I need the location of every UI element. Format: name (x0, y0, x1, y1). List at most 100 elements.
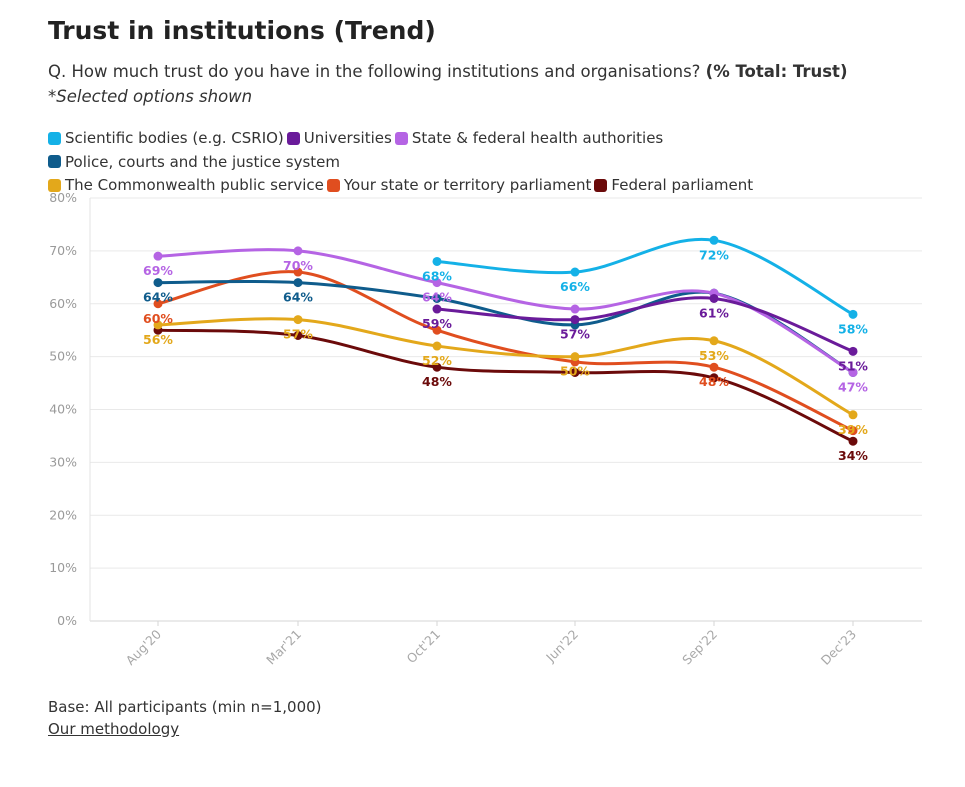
data-point (432, 293, 442, 303)
data-label: 60% (143, 311, 173, 326)
data-point (153, 251, 163, 261)
data-label: 34% (838, 448, 868, 463)
data-label: 69% (143, 263, 173, 278)
data-point (293, 278, 303, 288)
series-line (435, 296, 855, 353)
legend-item[interactable]: Universities (286, 127, 392, 149)
data-label: 64% (283, 290, 313, 305)
legend-item[interactable]: Police, courts and the justice system (48, 151, 340, 173)
data-label: 51% (838, 358, 868, 373)
legend-swatch (48, 131, 61, 145)
data-label: 50% (560, 364, 590, 379)
y-tick-label: 0% (57, 613, 77, 628)
data-point (293, 267, 303, 277)
data-point (848, 367, 858, 377)
question-main: Q. How much trust do you have in the fol… (48, 62, 706, 81)
legend-item[interactable]: Your state or territory parliament (326, 174, 592, 196)
data-label: 57% (560, 327, 590, 342)
legend-swatch (394, 131, 408, 145)
legend-label: Universities (303, 129, 392, 147)
legend-swatch (594, 178, 608, 192)
series-line (156, 317, 855, 417)
series-line (156, 328, 855, 443)
data-point (709, 293, 719, 303)
legend-label: State & federal health authorities (411, 129, 664, 147)
legend-label: The Commonwealth public service (65, 176, 324, 194)
data-label: 52% (422, 353, 452, 368)
data-label: 53% (699, 348, 729, 363)
data-point (153, 320, 163, 330)
y-tick-label: 10% (49, 560, 77, 575)
data-point (709, 336, 719, 346)
legend-swatch (48, 178, 61, 192)
series-line (156, 279, 855, 374)
base-note: Base: All participants (min n=1,000) (48, 698, 322, 716)
legend-item[interactable]: Scientific bodies (e.g. CSRIO) (48, 127, 284, 149)
data-point (709, 362, 719, 372)
data-point (432, 362, 442, 372)
question-text: Q. How much trust do you have in the fol… (48, 62, 848, 81)
data-label: 66% (560, 279, 590, 294)
legend-item[interactable]: State & federal health authorities (394, 127, 664, 149)
y-tick-label: 20% (49, 507, 77, 522)
data-point (153, 278, 163, 288)
data-label: 61% (699, 305, 729, 320)
x-tick-label: Oct'21 (404, 627, 444, 667)
data-point (432, 304, 442, 314)
data-point (848, 436, 858, 446)
data-label: 57% (283, 327, 313, 342)
y-tick-label: 70% (49, 243, 77, 258)
data-label: 72% (699, 247, 729, 262)
data-point (432, 278, 442, 288)
data-point (848, 426, 858, 436)
series-line (435, 237, 855, 316)
legend-swatch (326, 178, 340, 192)
data-point (570, 267, 580, 277)
data-point (570, 304, 580, 314)
series-line (156, 270, 855, 433)
x-tick-label: Mar'21 (263, 627, 304, 668)
data-point (848, 346, 858, 356)
x-tick-label: Sep'22 (679, 627, 720, 668)
data-label: 64% (422, 290, 452, 305)
data-point (432, 341, 442, 351)
data-point (432, 256, 442, 266)
page-title: Trust in institutions (Trend) (48, 16, 436, 45)
data-label: 68% (422, 268, 452, 283)
legend-swatch (286, 131, 300, 145)
data-point (570, 367, 580, 377)
legend-item[interactable]: The Commonwealth public service (48, 174, 324, 196)
selected-options-note: *Selected options shown (48, 87, 253, 106)
chart-legend: Scientific bodies (e.g. CSRIO) Universiti… (48, 127, 938, 198)
data-point (293, 246, 303, 256)
legend-label: Police, courts and the justice system (65, 152, 340, 171)
data-point (570, 315, 580, 325)
data-point (848, 410, 858, 420)
data-label: 47% (838, 379, 868, 394)
data-point (709, 373, 719, 383)
data-label: 58% (838, 321, 868, 336)
x-tick-label: Aug'20 (123, 626, 165, 668)
data-label: 64% (143, 290, 173, 305)
legend-swatch (48, 155, 61, 168)
data-point (153, 299, 163, 309)
data-point (570, 352, 580, 362)
line-chart: 0% 10% 20% 30% 40% 50% 60% 70% 80% Aug'20 Mar'21 Oc… (49, 190, 922, 668)
x-tick-label: Jun'22 (542, 627, 581, 666)
data-label: 48% (422, 374, 452, 389)
question-bold: (% Total: Trust) (705, 62, 848, 81)
legend-label: Your state or territory parliament (343, 176, 592, 194)
methodology-link[interactable]: Our methodology (48, 720, 180, 738)
y-tick-label: 30% (49, 454, 77, 469)
legend-label: Scientific bodies (e.g. CSRIO) (65, 129, 284, 147)
data-label: 59% (422, 316, 452, 331)
legend-item[interactable]: Federal parliament (594, 174, 753, 196)
y-tick-label: 40% (49, 402, 77, 417)
data-point (848, 309, 858, 319)
data-label: 39% (838, 422, 868, 437)
data-point (293, 315, 303, 325)
series-line (156, 248, 855, 374)
y-tick-label: 80% (49, 190, 77, 205)
legend-label: Federal parliament (611, 176, 754, 194)
